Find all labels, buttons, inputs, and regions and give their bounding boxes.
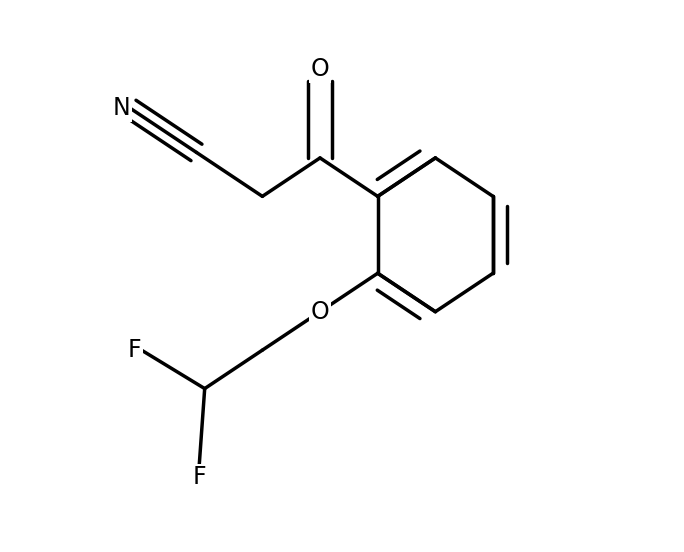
Text: O: O <box>311 300 330 323</box>
Text: N: N <box>113 97 131 120</box>
Text: O: O <box>311 57 330 81</box>
Text: F: F <box>128 338 142 362</box>
Text: F: F <box>192 465 206 490</box>
